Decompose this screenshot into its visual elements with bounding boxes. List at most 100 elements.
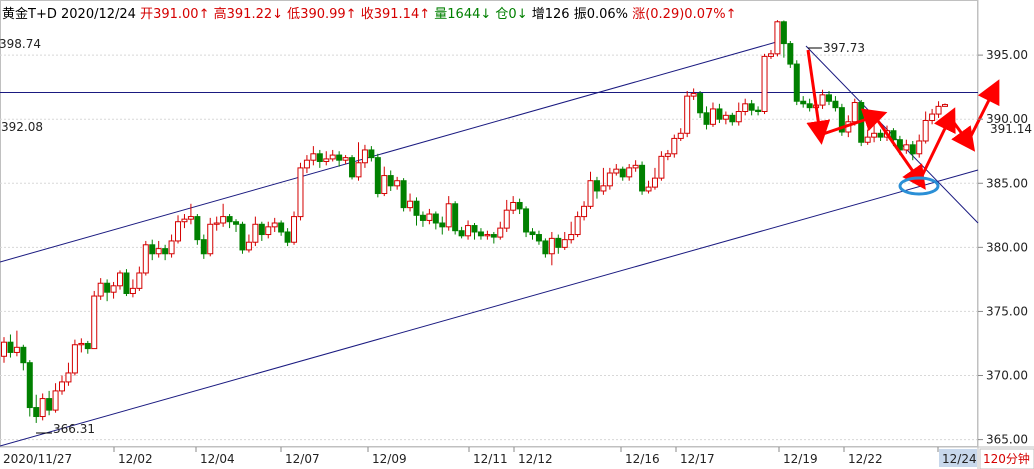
candle (39, 393, 46, 421)
arrow-down-2 (874, 117, 926, 190)
high-value: 391.22↓ (226, 7, 284, 22)
candle (729, 112, 736, 126)
candle (220, 203, 227, 227)
candle-body-down (452, 203, 459, 232)
candle (606, 167, 613, 190)
candle-body-up (78, 342, 85, 346)
candle-body-down (755, 109, 762, 113)
candle-body-down (877, 132, 884, 138)
candle (471, 223, 478, 240)
candle-body-down (278, 222, 285, 233)
change-label: 涨 (632, 7, 646, 22)
candle-body-down (748, 103, 755, 111)
close-value: 391.14↑ (373, 7, 431, 22)
candle-body-up (690, 93, 697, 97)
candle (213, 216, 220, 231)
candle-body-down (593, 180, 600, 192)
candle (20, 344, 27, 371)
candle (626, 164, 633, 181)
candle (561, 231, 568, 250)
candle-body-up (426, 213, 433, 221)
candle (175, 215, 182, 244)
candle (26, 360, 33, 417)
candle (568, 221, 575, 244)
candle-body-up (484, 234, 491, 237)
candle-body-up (394, 180, 401, 187)
candle-body-down (716, 108, 723, 120)
candle-body-down (387, 175, 394, 187)
candle-body-down (46, 398, 53, 411)
candle (935, 101, 942, 118)
candle (252, 216, 259, 247)
period-box[interactable] (979, 448, 1034, 469)
candle (65, 362, 72, 386)
candle (761, 53, 768, 115)
position-value: 0↓ (508, 7, 528, 22)
candle-body-up (342, 157, 349, 161)
x-tick-label: 12/24 (942, 452, 977, 466)
candle-body-up (864, 136, 871, 143)
candle (187, 203, 194, 225)
candle-body-down (439, 222, 446, 228)
channel-lower-line (0, 169, 979, 447)
candle-body-up (561, 239, 568, 248)
candle (922, 111, 929, 144)
candle (316, 149, 323, 168)
candle-body-down (239, 223, 246, 251)
candle (684, 90, 691, 138)
candle-body-up (13, 346, 20, 353)
candle (645, 180, 652, 194)
candle-body-down (703, 112, 710, 125)
candle (709, 102, 716, 127)
candle-body-up (819, 94, 826, 106)
candle (104, 279, 111, 302)
candle-body-up (645, 186, 652, 192)
x-tick-label: 12/04 (200, 452, 235, 466)
candle-body-up (291, 216, 298, 243)
candle-body-up (117, 272, 124, 287)
candle-body-down (413, 200, 420, 216)
candle-body-down (194, 216, 201, 241)
arrow-down-1 (806, 49, 831, 145)
candle (484, 230, 491, 240)
candle-body-up (651, 177, 658, 188)
candle (207, 217, 214, 257)
candle-body-up (381, 175, 388, 195)
candle-body-up (922, 119, 929, 142)
candle (329, 149, 336, 162)
candle-body-up (65, 372, 72, 383)
candle (323, 151, 330, 166)
candle (871, 124, 878, 143)
period-label[interactable]: 120分钟 (983, 451, 1030, 466)
candle-body-up (658, 155, 665, 179)
candle (297, 162, 304, 221)
candle-body-up (220, 216, 227, 224)
candle (284, 228, 291, 247)
volume-label: 量 (434, 7, 448, 22)
candle-body-down (368, 149, 375, 159)
candle (155, 240, 162, 258)
increase-value: 126 (544, 7, 570, 22)
candle (355, 142, 362, 181)
candle-body-down (458, 230, 465, 237)
candle (742, 98, 749, 116)
candle-body-up (187, 216, 194, 220)
candle (419, 211, 426, 227)
candle-body-up (91, 295, 98, 350)
candle-body-up (297, 167, 304, 218)
candle-body-up (329, 154, 336, 160)
quote-date: 2020/12/24 (61, 7, 136, 22)
candle-body-down (529, 231, 536, 236)
last-price-label: 391.14 (990, 122, 1032, 136)
candle-body-down (284, 231, 291, 243)
candle-body-up (851, 102, 858, 123)
candle (439, 216, 446, 235)
candle-body-down (316, 153, 323, 162)
channel-upper-line (0, 40, 781, 263)
candle (426, 208, 433, 225)
candle-body-down (619, 168, 626, 178)
amplitude-label: 振 (573, 7, 587, 22)
candle-body-down (104, 282, 111, 293)
candle (361, 144, 368, 168)
